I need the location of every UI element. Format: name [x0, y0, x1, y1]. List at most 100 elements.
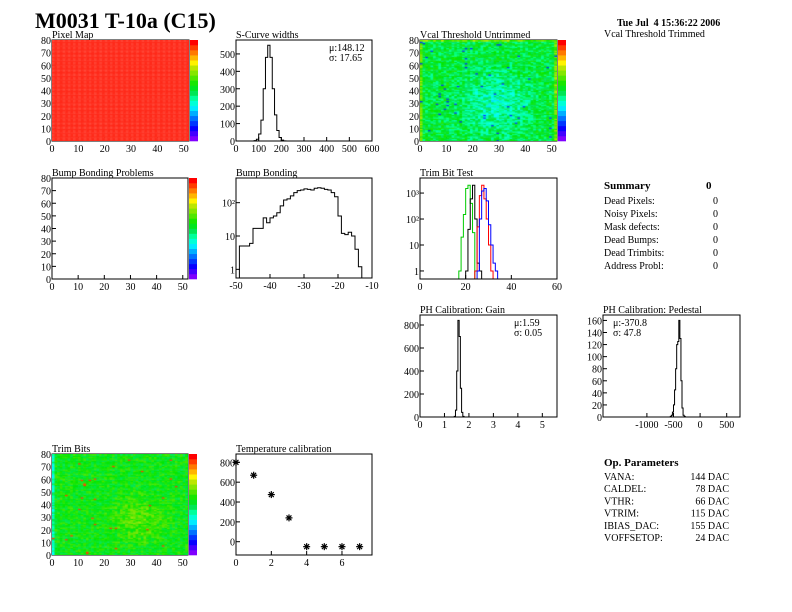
y-tick-label: 0 — [414, 413, 419, 424]
x-tick-label: 1 — [442, 420, 447, 431]
y-tick-label: 0 — [46, 137, 51, 148]
y-tick-label: 100 — [220, 120, 235, 131]
plot-title: Bump Bonding — [236, 168, 297, 179]
y-tick-label: 10² — [222, 199, 235, 210]
y-tick-label: 800 — [220, 458, 235, 469]
color-scale-segment — [558, 75, 566, 81]
color-scale-segment — [558, 70, 566, 76]
x-tick-label: 20 — [99, 282, 109, 293]
y-tick-label: 50 — [41, 488, 51, 499]
heatmap-cells — [52, 178, 188, 279]
x-tick-label: 10 — [73, 558, 83, 569]
y-tick-label: 200 — [220, 518, 235, 529]
color-scale-segment — [189, 529, 197, 536]
plot-temp: Temperature calibration 0 2 4 6 0 200 400 600 800 — [220, 444, 373, 569]
color-scale-segment — [190, 125, 198, 132]
color-scale-segment — [558, 80, 566, 86]
color-scale-segment — [189, 273, 197, 280]
color-scale-segment — [558, 45, 566, 51]
x-tick-label: 30 — [125, 558, 135, 569]
x-tick-label: -30 — [297, 281, 310, 292]
plot-frame — [419, 177, 558, 280]
color-scale-segment — [189, 178, 197, 184]
y-tick-label: 30 — [409, 99, 419, 110]
plot-bump: Bump Bonding -50 -40 -30 -20 -10 1 10 10² — [222, 168, 379, 292]
color-scale-segment — [190, 95, 198, 101]
y-tick-label: 20 — [409, 112, 419, 123]
summary-heading: Summary — [604, 180, 651, 192]
histogram-series-0 — [238, 187, 366, 279]
color-scale-segment — [189, 193, 197, 199]
data-point-star — [356, 543, 364, 551]
y-tick-label: 140 — [587, 329, 602, 340]
y-tick-label: 0 — [414, 137, 419, 148]
histogram-series-1 — [458, 184, 483, 280]
y-tick-label: 60 — [41, 475, 51, 486]
op-parameters-panel: Op. Parameters VANA: 144 DAC CALDEL: 78 DAC… — [604, 457, 729, 544]
op-parameter-value: 144 DAC — [690, 472, 729, 483]
x-tick-label: 30 — [126, 144, 136, 155]
x-tick-label: 40 — [520, 144, 530, 155]
color-scale-segment — [189, 504, 197, 510]
x-tick-label: 300 — [297, 144, 312, 155]
y-tick-label: 50 — [409, 74, 419, 85]
color-scale-segment — [189, 208, 197, 214]
y-tick-label: 1 — [414, 267, 419, 278]
color-scale-segment — [189, 203, 197, 209]
plot-title: Temperature calibration — [236, 444, 332, 455]
color-scale-segment — [190, 50, 198, 56]
x-tick-label: -20 — [331, 281, 344, 292]
histogram-series-0 — [453, 319, 465, 417]
data-point-star — [267, 491, 275, 499]
color-scale-segment — [558, 110, 566, 117]
color-scale-segment — [190, 70, 198, 76]
x-tick-label: 50 — [547, 144, 557, 155]
y-tick-label: 30 — [41, 237, 51, 248]
x-tick-label: 40 — [152, 282, 162, 293]
plot-frame — [235, 453, 373, 556]
x-tick-label: 30 — [125, 282, 135, 293]
y-tick-label: 80 — [41, 174, 51, 185]
color-scale-segment — [189, 514, 197, 520]
stat-label: μ:1.59 — [514, 318, 540, 329]
summary-label: Dead Pixels: — [604, 196, 655, 207]
color-scale-segment — [190, 115, 198, 122]
date-stamp: Tue Jul 4 15:36:22 2006 — [617, 18, 720, 29]
y-tick-label: 100 — [587, 353, 602, 364]
color-scale-segment — [558, 100, 566, 106]
y-tick-label: 60 — [41, 61, 51, 72]
y-tick-label: 300 — [220, 85, 235, 96]
color-scale-segment — [190, 75, 198, 81]
y-tick-label: 60 — [41, 199, 51, 210]
color-scale-segment — [189, 238, 197, 244]
color-scale-segment — [190, 40, 198, 46]
plot-title: Bump Bonding Problems — [52, 168, 154, 179]
plot-title: PH Calibration: Pedestal — [603, 305, 702, 316]
plot-title: Trim Bit Test — [420, 168, 473, 179]
y-tick-label: 70 — [41, 49, 51, 60]
x-tick-label: -40 — [263, 281, 276, 292]
color-scale-segment — [190, 45, 198, 51]
y-tick-label: 200 — [404, 390, 419, 401]
y-tick-label: 0 — [46, 275, 51, 286]
x-tick-label: 20 — [100, 144, 110, 155]
y-tick-label: 40 — [409, 87, 419, 98]
plot-title: Pixel Map — [52, 30, 93, 41]
plot-frame — [602, 314, 741, 418]
y-tick-label: 20 — [41, 112, 51, 123]
color-scale-segment — [189, 248, 197, 255]
y-tick-label: 40 — [41, 501, 51, 512]
summary-label: Mask defects: — [604, 222, 660, 233]
y-tick-label: 10 — [225, 232, 235, 243]
x-tick-label: 500 — [342, 144, 357, 155]
summary-label: Address Probl: — [604, 261, 664, 272]
color-scale-segment — [189, 223, 197, 229]
y-tick-label: 0 — [230, 137, 235, 148]
histogram-series-3 — [458, 187, 499, 280]
x-tick-label: 200 — [274, 144, 289, 155]
op-parameters-heading: Op. Parameters — [604, 457, 679, 469]
y-tick-label: 10³ — [406, 189, 419, 200]
